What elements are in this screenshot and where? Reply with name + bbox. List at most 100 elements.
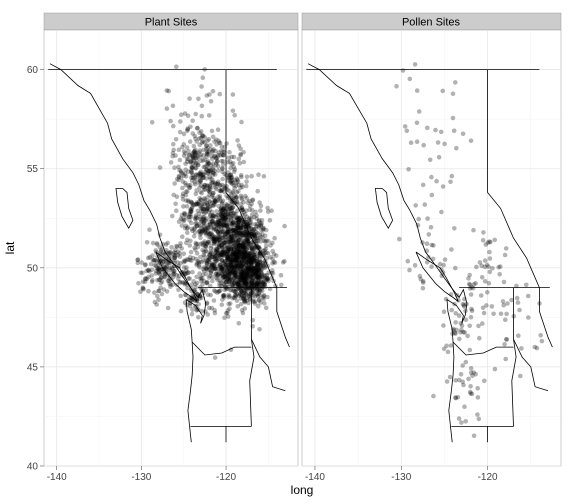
border-line: [251, 339, 286, 392]
data-point: [238, 244, 244, 249]
data-point: [205, 226, 210, 232]
data-point: [200, 75, 206, 80]
data-point: [147, 227, 152, 232]
data-point: [210, 215, 215, 221]
data-point: [240, 262, 246, 268]
data-point: [193, 216, 198, 221]
data-point: [435, 140, 441, 145]
data-point: [183, 292, 188, 298]
data-point: [230, 251, 235, 257]
data-point: [179, 223, 185, 228]
data-point: [469, 308, 475, 314]
data-point: [238, 253, 243, 259]
data-point: [235, 233, 240, 238]
data-point: [240, 207, 245, 213]
data-point: [237, 205, 243, 211]
data-point: [223, 279, 229, 284]
data-point: [238, 238, 243, 243]
data-point: [244, 229, 250, 235]
data-point: [212, 235, 217, 240]
data-point: [218, 252, 224, 257]
data-point: [251, 248, 256, 253]
data-point: [244, 272, 250, 277]
data-point: [245, 238, 250, 244]
y-tick-label: 45: [27, 362, 39, 373]
data-point: [271, 251, 277, 257]
data-point: [173, 201, 178, 207]
data-point: [258, 223, 264, 228]
data-point: [264, 255, 270, 261]
data-point: [200, 228, 206, 234]
data-point: [232, 289, 238, 294]
data-point: [230, 284, 236, 289]
data-point: [252, 301, 258, 306]
data-point: [239, 273, 244, 279]
data-point: [255, 238, 261, 243]
data-point: [199, 229, 204, 235]
data-point: [249, 245, 255, 250]
data-point: [157, 165, 163, 170]
data-point: [225, 246, 230, 251]
data-point: [249, 261, 254, 267]
data-point: [223, 279, 229, 285]
data-point: [244, 272, 250, 278]
data-point: [232, 227, 237, 232]
data-point: [468, 292, 474, 297]
data-point: [220, 266, 225, 272]
data-point: [248, 256, 254, 262]
data-point: [256, 246, 262, 251]
data-point: [224, 229, 230, 235]
data-point: [156, 297, 161, 303]
data-point: [467, 347, 473, 353]
data-point: [238, 252, 243, 257]
data-point: [205, 292, 211, 298]
data-point: [232, 186, 237, 191]
data-point: [265, 209, 271, 214]
data-point: [224, 251, 230, 257]
data-point: [248, 266, 254, 272]
data-point: [453, 80, 458, 85]
data-point: [231, 265, 237, 271]
data-point: [227, 255, 232, 260]
data-point: [227, 301, 233, 306]
data-point: [213, 256, 218, 262]
data-point: [205, 258, 210, 264]
data-point: [428, 225, 434, 230]
data-point: [229, 234, 235, 239]
data-point: [241, 251, 247, 256]
data-point: [237, 250, 242, 255]
data-point: [248, 259, 253, 265]
data-point: [200, 272, 206, 278]
data-point: [223, 185, 228, 191]
data-point: [212, 237, 217, 243]
data-point: [477, 335, 482, 341]
data-point: [209, 236, 215, 242]
data-point: [282, 259, 287, 264]
data-point: [251, 251, 257, 257]
data-point: [240, 278, 245, 284]
data-point: [257, 200, 262, 205]
data-point: [242, 249, 248, 255]
data-point: [231, 220, 236, 226]
data-point: [233, 251, 239, 256]
data-point: [231, 275, 237, 281]
data-point: [265, 275, 270, 281]
data-point: [441, 346, 447, 352]
data-point: [184, 204, 190, 209]
data-point: [245, 267, 250, 273]
data-point: [206, 161, 211, 166]
data-point: [243, 247, 249, 253]
data-point: [215, 272, 221, 277]
data-point: [178, 241, 183, 246]
data-point: [190, 156, 196, 161]
data-point: [236, 263, 241, 268]
data-point: [237, 243, 242, 248]
data-point: [255, 253, 260, 259]
data-point: [234, 244, 240, 249]
data-point: [241, 238, 247, 244]
data-point: [192, 181, 198, 187]
data-point: [242, 277, 247, 282]
data-point: [237, 247, 243, 252]
data-point: [209, 254, 215, 260]
